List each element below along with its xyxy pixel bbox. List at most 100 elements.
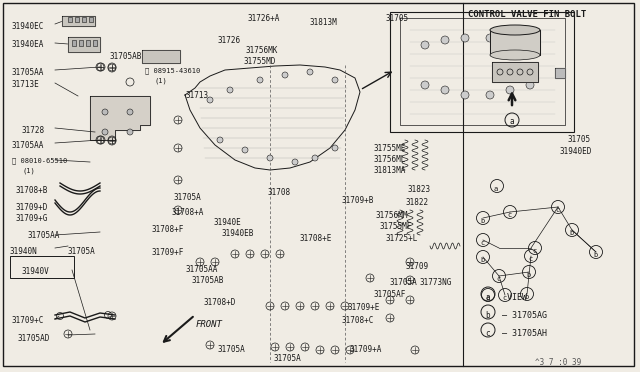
Text: FRONT: FRONT: [196, 320, 223, 329]
Text: 31940N: 31940N: [10, 247, 38, 256]
Text: b: b: [485, 311, 490, 321]
Text: CONTROL VALVE FIN BOLT: CONTROL VALVE FIN BOLT: [468, 10, 586, 19]
Polygon shape: [68, 37, 100, 52]
Text: 31822: 31822: [405, 198, 428, 207]
Text: 31708+F: 31708+F: [152, 225, 184, 234]
Polygon shape: [90, 96, 150, 140]
Text: 31705A: 31705A: [218, 345, 246, 354]
Text: 31940V: 31940V: [22, 267, 50, 276]
Circle shape: [461, 34, 469, 42]
Circle shape: [102, 109, 108, 115]
Circle shape: [282, 72, 288, 78]
Circle shape: [332, 77, 338, 83]
Text: a: a: [494, 186, 499, 192]
Text: 31813M: 31813M: [310, 18, 338, 27]
Text: 31708+A: 31708+A: [172, 208, 204, 217]
Text: 31705AA: 31705AA: [186, 265, 218, 274]
Text: 31708: 31708: [268, 188, 291, 197]
Polygon shape: [555, 68, 565, 78]
Text: ⑗ 08915-43610: ⑗ 08915-43610: [145, 67, 200, 74]
Text: 31708+B: 31708+B: [16, 186, 49, 195]
Text: 31708+E: 31708+E: [300, 234, 332, 243]
Circle shape: [102, 129, 108, 135]
Text: b: b: [480, 257, 484, 263]
Bar: [82, 17, 86, 22]
Text: b: b: [593, 252, 597, 258]
Circle shape: [307, 69, 313, 75]
Polygon shape: [185, 65, 360, 170]
Text: 31705A: 31705A: [174, 193, 202, 202]
Text: 31940EA: 31940EA: [12, 40, 44, 49]
Text: a: a: [509, 118, 514, 126]
Polygon shape: [400, 18, 565, 125]
Circle shape: [332, 145, 338, 151]
Text: 31940E: 31940E: [214, 218, 242, 227]
Text: 31705AA: 31705AA: [12, 68, 44, 77]
Bar: [10, 256, 74, 278]
Text: 31725+L: 31725+L: [386, 234, 419, 243]
Text: 31755MD: 31755MD: [243, 57, 275, 66]
Text: 31728: 31728: [22, 126, 45, 135]
Text: c: c: [502, 295, 506, 301]
Circle shape: [127, 129, 133, 135]
Circle shape: [506, 34, 514, 42]
Bar: [79, 40, 83, 46]
Text: b: b: [526, 272, 531, 278]
Circle shape: [421, 81, 429, 89]
Text: 31713E: 31713E: [12, 80, 40, 89]
Text: 31705A: 31705A: [68, 247, 96, 256]
Text: b: b: [480, 218, 484, 224]
Circle shape: [207, 97, 213, 103]
Text: 31705AB: 31705AB: [192, 276, 225, 285]
Text: 31940ED: 31940ED: [560, 147, 593, 156]
Polygon shape: [62, 16, 95, 26]
Text: 31813MA: 31813MA: [373, 166, 405, 175]
Bar: [86, 40, 90, 46]
Text: c: c: [532, 248, 536, 254]
Text: 31705: 31705: [386, 14, 409, 23]
Text: c: c: [496, 276, 500, 282]
Text: c: c: [507, 212, 511, 218]
Text: 31940EC: 31940EC: [12, 22, 44, 31]
Text: 31705AD: 31705AD: [18, 334, 51, 343]
Bar: [390, 12, 574, 132]
Bar: [68, 17, 72, 22]
Polygon shape: [492, 62, 538, 82]
Text: 31756ML: 31756ML: [373, 155, 405, 164]
Circle shape: [242, 147, 248, 153]
Circle shape: [292, 159, 298, 165]
Text: 31709: 31709: [405, 262, 428, 271]
Text: (1): (1): [22, 167, 35, 173]
Text: c: c: [555, 207, 559, 213]
Text: — 31705AH: — 31705AH: [497, 330, 547, 339]
Text: 31756MM: 31756MM: [376, 211, 408, 220]
Text: b: b: [524, 294, 528, 300]
Text: 31773NG: 31773NG: [420, 278, 452, 287]
Polygon shape: [142, 50, 180, 63]
Text: 31823: 31823: [408, 185, 431, 194]
Text: 31940EB: 31940EB: [222, 229, 254, 238]
Text: 31709+C: 31709+C: [12, 316, 44, 325]
Text: c: c: [480, 240, 484, 246]
Circle shape: [227, 87, 233, 93]
Text: 31755MF: 31755MF: [380, 222, 412, 231]
Text: — 31705AG: — 31705AG: [497, 311, 547, 321]
Text: 31756MK: 31756MK: [246, 46, 278, 55]
Text: 31708+D: 31708+D: [204, 298, 236, 307]
Circle shape: [486, 91, 494, 99]
Circle shape: [506, 86, 514, 94]
Text: 31755ME: 31755ME: [373, 144, 405, 153]
Text: 31726+A: 31726+A: [248, 14, 280, 23]
Bar: [75, 17, 79, 22]
Circle shape: [257, 77, 263, 83]
Text: VIEW: VIEW: [497, 294, 527, 302]
Text: b: b: [569, 230, 573, 236]
Text: 31726: 31726: [217, 36, 240, 45]
Text: 31705AA: 31705AA: [28, 231, 60, 240]
Text: ⑗ 08010-65510: ⑗ 08010-65510: [12, 157, 67, 164]
Circle shape: [461, 91, 469, 99]
Circle shape: [217, 137, 223, 143]
Circle shape: [421, 41, 429, 49]
Text: c: c: [485, 330, 490, 339]
Bar: [72, 40, 76, 46]
